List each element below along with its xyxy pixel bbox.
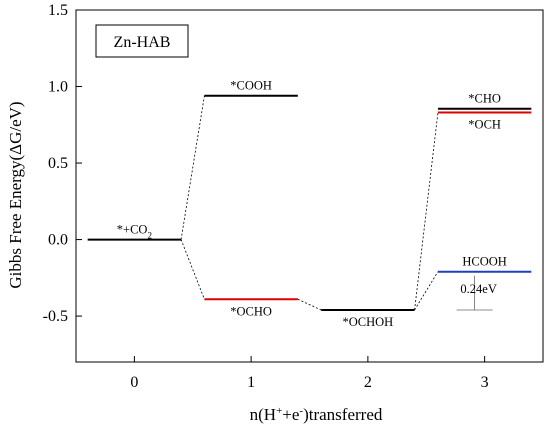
level-label-ocho: *OCHO — [230, 304, 272, 318]
panel-label: Zn-HAB — [114, 34, 171, 51]
plot-border — [75, 9, 544, 363]
y-tick-label: 0.0 — [48, 232, 68, 249]
level-label-cho: *CHO — [468, 92, 501, 106]
connector-ochoh-och — [414, 112, 439, 311]
annotation-label: 0.24eV — [460, 282, 496, 296]
energy-difference-annotation: 0.24eV — [456, 275, 497, 311]
y-tick-label: 0.5 — [48, 155, 68, 172]
y-tick-label: 1.0 — [48, 79, 68, 96]
level-label-hcooh: HCOOH — [462, 255, 506, 269]
x-axis-title: n(H++e-)transferred — [250, 405, 383, 424]
y-tick-label: -0.5 — [43, 308, 68, 325]
x-tick-label: 3 — [481, 374, 489, 391]
connector-lines — [180, 95, 439, 311]
x-tick-label: 0 — [130, 374, 138, 391]
x-tick-label: 2 — [364, 374, 372, 391]
connector-co2-ocho — [180, 239, 205, 300]
connector-ocho-ochoh — [297, 298, 322, 311]
level-label-co2: *+CO2 — [117, 223, 152, 241]
y-axis-title: Gibbs Free Energy(ΔG/eV) — [6, 101, 25, 288]
axis-ticks: 1.5 1.0 0.5 0.0 -0.5 0 1 2 3 — [43, 2, 489, 391]
connector-co2-cooh — [180, 95, 205, 240]
level-label-cooh: *COOH — [230, 79, 272, 93]
panel-label-box — [95, 24, 189, 58]
level-label-och: *OCH — [468, 118, 501, 132]
y-tick-label: 1.5 — [48, 2, 68, 19]
x-tick-label: 1 — [247, 374, 255, 391]
connector-ochoh-hcooh — [414, 271, 439, 311]
level-labels: *+CO2 *COOH *OCHO *OCHOH *CHO *OCH HCOOH — [117, 79, 507, 329]
energy-levels — [87, 94, 532, 311]
level-label-ochoh: *OCHOH — [343, 315, 394, 329]
plot-frame — [75, 9, 544, 363]
